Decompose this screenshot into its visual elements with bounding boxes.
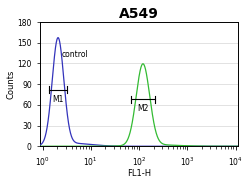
Text: control: control [62,50,89,59]
Y-axis label: Counts: Counts [7,70,16,99]
Text: M2: M2 [137,104,149,113]
Title: A549: A549 [119,7,159,21]
Text: M1: M1 [52,95,64,104]
X-axis label: FL1-H: FL1-H [127,169,151,178]
